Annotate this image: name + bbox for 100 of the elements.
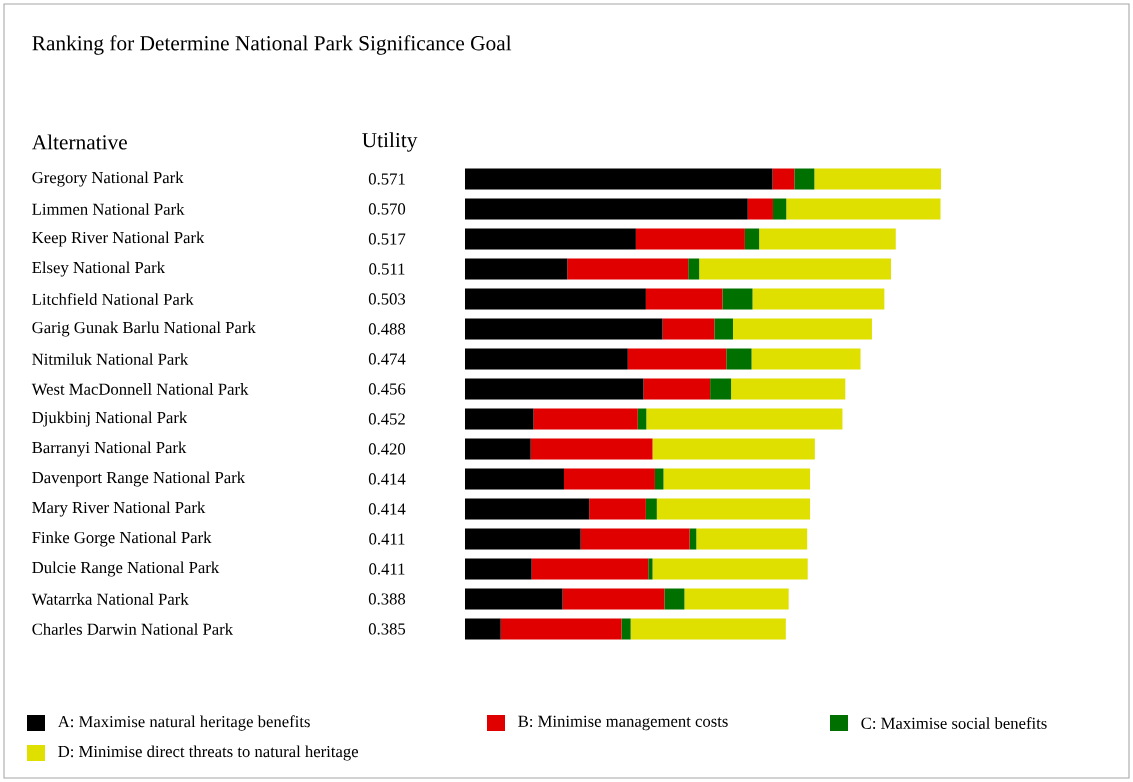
bar bbox=[465, 588, 563, 610]
bar bbox=[562, 588, 665, 610]
y-tick-label: Charles Darwin National Park bbox=[32, 623, 234, 635]
bar bbox=[635, 228, 745, 250]
bar bbox=[643, 378, 711, 400]
text: 0.503 bbox=[368, 293, 406, 305]
bar bbox=[465, 168, 773, 190]
bar bbox=[722, 288, 753, 310]
bar bbox=[465, 198, 748, 220]
text: 0.474 bbox=[368, 353, 406, 365]
bar bbox=[664, 588, 685, 610]
bar bbox=[530, 438, 653, 460]
bar bbox=[567, 258, 689, 280]
bar bbox=[465, 558, 532, 580]
y-tick-label: Keep River National Park bbox=[32, 231, 205, 247]
text: Alternative bbox=[31, 134, 127, 150]
bar bbox=[533, 408, 638, 430]
text: 0.411 bbox=[369, 533, 405, 545]
bar bbox=[752, 288, 885, 310]
y-tick-label: Mary River National Park bbox=[32, 501, 206, 517]
text: 0.414 bbox=[368, 503, 406, 515]
y-tick-label: West MacDonnell National Park bbox=[31, 383, 249, 395]
bar bbox=[465, 528, 581, 550]
legend-label: C: Maximise social benefits bbox=[861, 717, 1047, 729]
bar bbox=[580, 528, 690, 550]
bar bbox=[652, 558, 808, 580]
bar bbox=[744, 228, 760, 250]
y-tick-label: Litchfield National Park bbox=[32, 293, 194, 305]
bar bbox=[786, 198, 941, 220]
text: 0.511 bbox=[369, 263, 405, 275]
bar bbox=[689, 528, 697, 550]
bar bbox=[465, 258, 568, 280]
bar bbox=[714, 318, 733, 340]
y-tick-label: Garig Gunak Barlu National Park bbox=[32, 321, 256, 337]
bar bbox=[645, 498, 657, 520]
y-tick-label: Djukbinj National Park bbox=[32, 411, 188, 427]
bar bbox=[656, 498, 811, 520]
text: 0.411 bbox=[369, 563, 405, 575]
bar bbox=[662, 318, 715, 340]
bar bbox=[500, 618, 622, 640]
bar bbox=[465, 228, 636, 250]
text: 0.414 bbox=[368, 473, 406, 485]
bar bbox=[627, 348, 727, 370]
bar bbox=[652, 438, 815, 460]
text: 0.517 bbox=[368, 233, 406, 245]
bar bbox=[465, 468, 565, 490]
bar bbox=[654, 468, 664, 490]
text: 0.420 bbox=[368, 443, 406, 455]
text: 0.385 bbox=[368, 623, 406, 635]
bar bbox=[637, 408, 647, 430]
bar bbox=[688, 258, 700, 280]
bar bbox=[621, 618, 631, 640]
bar bbox=[759, 228, 896, 250]
bar bbox=[751, 348, 861, 370]
text: 0.571 bbox=[368, 173, 405, 185]
bar bbox=[465, 618, 501, 640]
text: Utility bbox=[362, 132, 418, 152]
bar bbox=[646, 408, 843, 430]
legend-label: A: Maximise natural heritage benefits bbox=[57, 715, 310, 731]
bar bbox=[726, 348, 752, 370]
bar bbox=[465, 348, 628, 370]
text: 0.452 bbox=[368, 413, 405, 425]
bar bbox=[772, 168, 795, 190]
bar bbox=[564, 468, 655, 490]
bar bbox=[465, 438, 531, 460]
bar bbox=[731, 378, 846, 400]
bar bbox=[696, 528, 808, 550]
y-tick-label: Dulcie Range National Park bbox=[32, 561, 220, 577]
bar bbox=[710, 378, 732, 400]
bar bbox=[465, 498, 590, 520]
bar bbox=[645, 288, 723, 310]
bar bbox=[465, 378, 644, 400]
bar bbox=[772, 198, 787, 220]
bar bbox=[684, 588, 789, 610]
text: 0.456 bbox=[368, 383, 406, 395]
bar bbox=[531, 558, 649, 580]
bar bbox=[814, 168, 941, 190]
bar bbox=[589, 498, 646, 520]
text: 0.570 bbox=[368, 203, 406, 215]
legend-label: D: Minimise direct threats to natural heritage bbox=[58, 745, 359, 761]
bar bbox=[465, 288, 646, 310]
bar bbox=[663, 468, 811, 490]
y-tick-label: Nitmiluk National Park bbox=[32, 353, 189, 365]
y-tick-label: Watarrka National Park bbox=[31, 593, 189, 605]
bar bbox=[699, 258, 892, 280]
bar bbox=[794, 168, 815, 190]
y-tick-label: Davenport Range National Park bbox=[32, 471, 246, 487]
y-tick-label: Limmen National Park bbox=[32, 203, 185, 215]
y-tick-label: Elsey National Park bbox=[32, 261, 166, 277]
y-tick-label: Finke Gorge National Park bbox=[32, 531, 212, 547]
text: 0.488 bbox=[368, 323, 406, 335]
y-tick-label: Gregory National Park bbox=[32, 171, 184, 187]
text: 0.388 bbox=[368, 593, 406, 605]
bar bbox=[648, 558, 653, 580]
y-tick-label: Barranyi National Park bbox=[32, 441, 187, 457]
bar bbox=[747, 198, 773, 220]
bar bbox=[465, 318, 663, 340]
bar bbox=[630, 618, 786, 640]
legend-label: B: Minimise management costs bbox=[518, 715, 728, 731]
text: Ranking for Determine National Park Significance Goal bbox=[32, 35, 512, 55]
